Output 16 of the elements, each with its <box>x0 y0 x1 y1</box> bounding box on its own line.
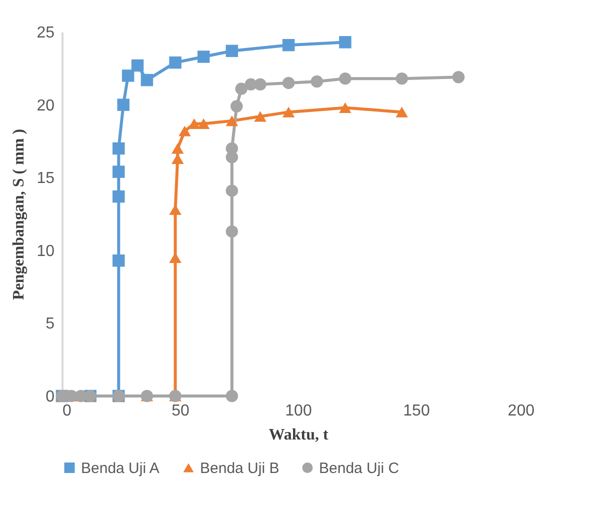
y-tick-label: 25 <box>36 24 55 42</box>
x-tick-label: 0 <box>62 402 72 420</box>
legend-label: Benda Uji C <box>319 460 400 477</box>
x-tick-label: 150 <box>403 402 430 420</box>
y-tick-label: 0 <box>46 388 55 406</box>
y-tick-label: 5 <box>46 316 55 333</box>
y-tick-label: 20 <box>36 97 55 114</box>
x-tick-label: 100 <box>285 402 312 420</box>
legend-label: Benda Uji A <box>81 460 160 477</box>
x-axis-title: Waktu, t <box>268 426 329 444</box>
y-axis-title: Pengembangan, S ( mm ) <box>10 128 28 300</box>
y-tick-label: 10 <box>36 242 55 260</box>
legend-label: Benda Uji B <box>200 460 280 477</box>
y-tick-label: 15 <box>36 170 55 188</box>
x-tick-label: 200 <box>508 402 535 420</box>
x-tick-label: 50 <box>172 402 190 420</box>
